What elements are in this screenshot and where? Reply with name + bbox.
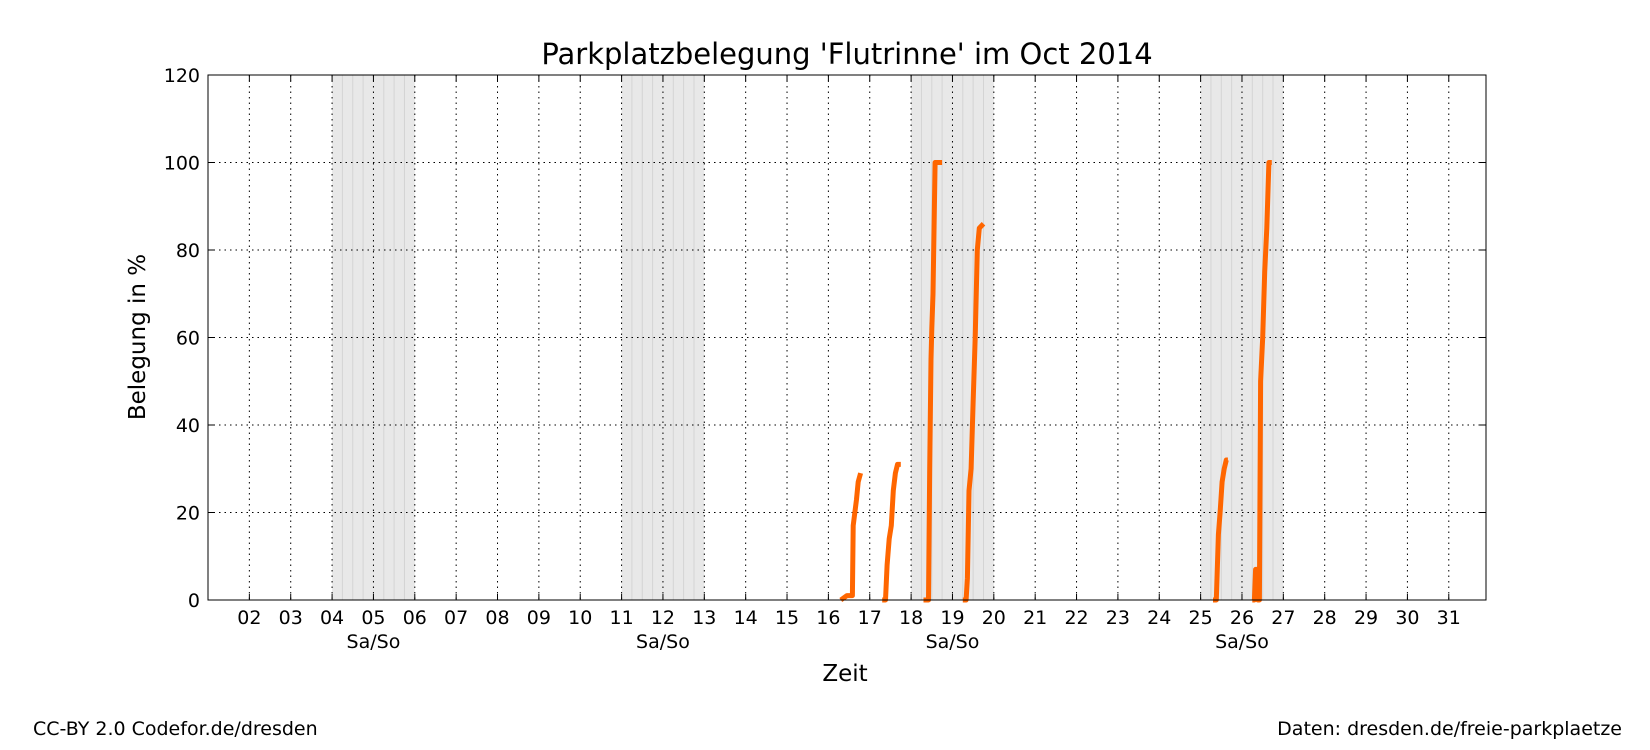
x-tick-label: 19 xyxy=(940,607,964,629)
x-tick-label: 29 xyxy=(1354,607,1378,629)
series-line-segment xyxy=(1251,160,1272,603)
y-tick-label: 40 xyxy=(176,415,200,437)
x-tick-label: 06 xyxy=(403,607,427,629)
weekend-label: Sa/So xyxy=(1215,631,1269,653)
series-line-segment xyxy=(882,461,901,603)
series-occupancy xyxy=(839,160,1272,603)
weekend-label: Sa/So xyxy=(926,631,980,653)
y-axis-label: Belegung in % xyxy=(125,254,151,420)
x-tick-label: 22 xyxy=(1064,607,1088,629)
x-tick-label: 15 xyxy=(775,607,799,629)
y-tick-label: 80 xyxy=(176,240,200,262)
x-tick-label: 24 xyxy=(1147,607,1171,629)
weekend-band xyxy=(911,75,994,600)
series-line-segment xyxy=(962,222,986,603)
x-tick-label: 25 xyxy=(1189,607,1213,629)
y-tick-label: 20 xyxy=(176,503,200,525)
x-tick-label: 03 xyxy=(279,607,303,629)
chart-title: Parkplatzbelegung 'Flutrinne' im Oct 201… xyxy=(541,37,1152,71)
axis-ticks: 02 03 04 05 06 07 08 09 10 11 12 13 14 15 16 17 18 19 20 21… xyxy=(164,65,1486,653)
y-tick-label: 100 xyxy=(164,153,200,175)
x-tick-label: 13 xyxy=(692,607,716,629)
x-tick-label: 20 xyxy=(982,607,1006,629)
weekend-band xyxy=(621,75,705,600)
x-tick-label: 17 xyxy=(858,607,882,629)
weekend-label: Sa/So xyxy=(636,631,690,653)
y-tick-label: 60 xyxy=(176,328,200,350)
x-tick-label: 11 xyxy=(609,607,633,629)
x-tick-label: 02 xyxy=(237,607,261,629)
weekend-label: Sa/So xyxy=(347,631,401,653)
y-tick-label: 120 xyxy=(164,65,200,87)
x-tick-label: 09 xyxy=(527,607,551,629)
x-tick-label: 28 xyxy=(1313,607,1337,629)
series-line-segment xyxy=(839,472,864,603)
x-tick-label: 10 xyxy=(568,607,592,629)
x-tick-label: 08 xyxy=(485,607,509,629)
series-line-segment xyxy=(923,160,943,603)
x-tick-label: 26 xyxy=(1230,607,1254,629)
x-tick-label: 16 xyxy=(816,607,840,629)
series-line-segment xyxy=(1213,457,1229,603)
x-axis-label: Zeit xyxy=(822,661,867,687)
x-tick-label: 18 xyxy=(899,607,923,629)
x-tick-label: 07 xyxy=(444,607,468,629)
x-tick-label: 23 xyxy=(1106,607,1130,629)
x-tick-label: 04 xyxy=(320,607,344,629)
y-tick-label: 0 xyxy=(188,590,200,612)
x-tick-label: 12 xyxy=(651,607,675,629)
x-tick-label: 27 xyxy=(1271,607,1295,629)
x-tick-label: 05 xyxy=(361,607,385,629)
x-tick-label: 31 xyxy=(1437,607,1461,629)
license-credit: CC-BY 2.0 Codefor.de/dresden xyxy=(33,718,318,740)
data-source-credit: Daten: dresden.de/freie-parkplaetze xyxy=(1277,718,1622,740)
x-tick-label: 14 xyxy=(734,607,758,629)
x-tick-label: 30 xyxy=(1395,607,1419,629)
x-tick-label: 21 xyxy=(1023,607,1047,629)
